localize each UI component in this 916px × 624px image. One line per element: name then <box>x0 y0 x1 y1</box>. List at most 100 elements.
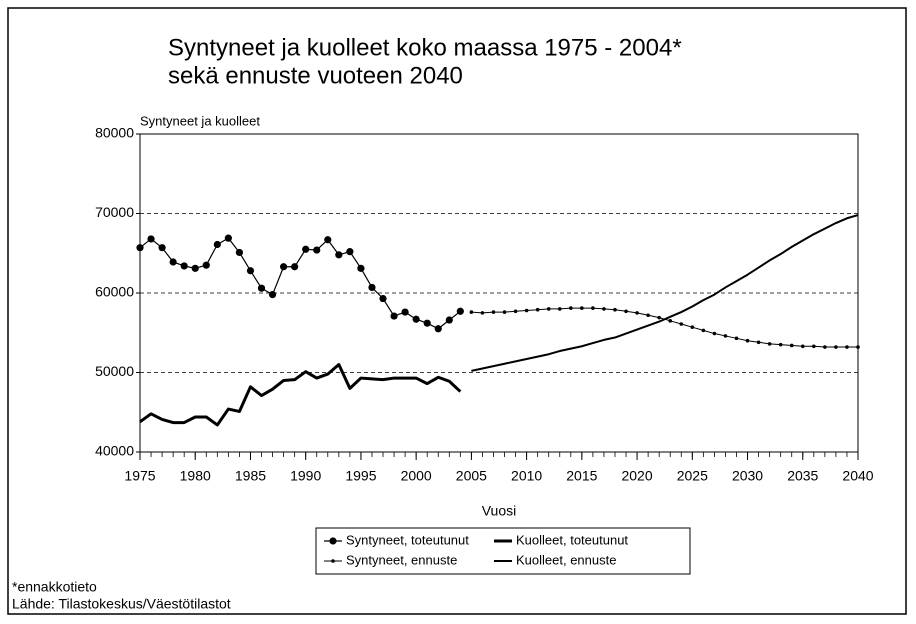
series-marker <box>668 319 673 323</box>
series-marker <box>257 284 266 292</box>
series-marker <box>569 306 573 310</box>
x-tick-label: 2000 <box>401 468 432 484</box>
y-tick-label: 80000 <box>95 125 134 141</box>
series-marker <box>580 306 584 310</box>
series-marker <box>591 306 595 310</box>
series-marker <box>845 345 849 349</box>
series-marker <box>191 264 199 272</box>
series-marker <box>357 264 365 272</box>
series-marker <box>346 248 354 256</box>
series-marker <box>313 246 321 254</box>
legend-marker <box>329 537 337 545</box>
series-marker <box>280 263 288 271</box>
x-tick-label: 1985 <box>235 468 266 484</box>
series-marker <box>767 342 772 346</box>
series-marker <box>513 309 518 314</box>
x-tick-label: 1975 <box>124 468 155 484</box>
x-tick-label: 1995 <box>345 468 376 484</box>
series-marker <box>390 312 398 320</box>
series-line <box>471 214 859 372</box>
x-tick-label: 2020 <box>621 468 652 484</box>
series-marker <box>213 240 221 249</box>
series-marker <box>202 261 210 269</box>
x-tick-label: 2010 <box>511 468 542 484</box>
series-marker <box>412 315 420 323</box>
legend-label: Syntyneet, ennuste <box>346 552 457 567</box>
series-marker <box>856 345 860 349</box>
series-marker <box>812 344 816 349</box>
legend-label: Kuolleet, ennuste <box>516 552 616 567</box>
series-marker <box>379 294 387 303</box>
series-marker <box>136 244 144 252</box>
series-marker <box>302 245 310 253</box>
series-marker <box>147 235 155 243</box>
series-marker <box>789 343 794 348</box>
x-tick-label: 2005 <box>456 468 487 484</box>
series-marker <box>800 344 805 349</box>
series-marker <box>335 251 343 259</box>
series-marker <box>546 307 551 311</box>
x-tick-label: 2035 <box>787 468 818 484</box>
series-marker <box>624 309 628 314</box>
series-marker <box>778 342 783 347</box>
series-marker <box>268 290 277 299</box>
x-tick-label: 2030 <box>732 468 763 484</box>
series-marker <box>657 315 661 320</box>
y-tick-label: 70000 <box>95 204 134 220</box>
y-tick-label: 60000 <box>95 284 134 300</box>
series-marker <box>434 325 442 333</box>
note: Lähde: Tilastokeskus/Väestötilastot <box>12 596 231 612</box>
legend-label: Kuolleet, toteutunut <box>516 532 628 547</box>
series-marker <box>180 262 188 270</box>
x-axis-label: Vuosi <box>482 503 517 519</box>
series-marker <box>445 316 453 324</box>
series-marker <box>502 310 507 314</box>
legend-label: Syntyneet, toteutunut <box>346 532 469 547</box>
series-marker <box>701 328 706 333</box>
x-tick-label: 2025 <box>677 468 708 484</box>
series-marker <box>491 310 496 314</box>
series-marker <box>423 319 431 327</box>
series-marker <box>557 307 562 311</box>
series-marker <box>169 258 177 266</box>
series-marker <box>535 307 540 312</box>
series-marker <box>602 307 606 311</box>
y-axis-label: Syntyneet ja kuolleet <box>140 113 260 128</box>
series-marker <box>235 248 244 257</box>
series-line <box>139 363 462 427</box>
x-tick-label: 2040 <box>842 468 873 484</box>
x-tick-label: 1980 <box>180 468 211 484</box>
series-marker <box>524 308 529 313</box>
series-marker <box>635 311 639 315</box>
series-marker <box>646 313 650 318</box>
y-tick-label: 50000 <box>95 363 134 379</box>
series-marker <box>745 338 750 343</box>
series-marker <box>613 307 617 312</box>
note: *ennakkotieto <box>12 579 97 595</box>
series-marker <box>291 263 299 271</box>
series-marker <box>480 311 485 315</box>
series-marker <box>712 331 717 336</box>
x-tick-label: 2015 <box>566 468 597 484</box>
legend-box <box>315 527 691 575</box>
series-marker <box>158 244 166 252</box>
series-marker <box>224 234 232 242</box>
series-marker <box>469 310 474 314</box>
series-marker <box>723 334 728 338</box>
y-tick-label: 40000 <box>95 443 134 459</box>
legend-marker <box>331 559 335 563</box>
plot-area <box>139 133 859 453</box>
chart-title: Syntyneet ja kuolleet koko maassa 1975 -… <box>168 34 682 61</box>
series-marker <box>456 307 464 315</box>
series-marker <box>734 336 739 341</box>
chart-title: sekä ennuste vuoteen 2040 <box>168 62 463 89</box>
series-marker <box>679 322 684 326</box>
series-marker <box>324 236 332 244</box>
x-tick-label: 1990 <box>290 468 321 484</box>
series-marker <box>823 345 827 349</box>
series-marker <box>246 267 255 275</box>
series-marker <box>834 345 838 349</box>
series-marker <box>690 325 695 329</box>
series-marker <box>368 283 376 292</box>
